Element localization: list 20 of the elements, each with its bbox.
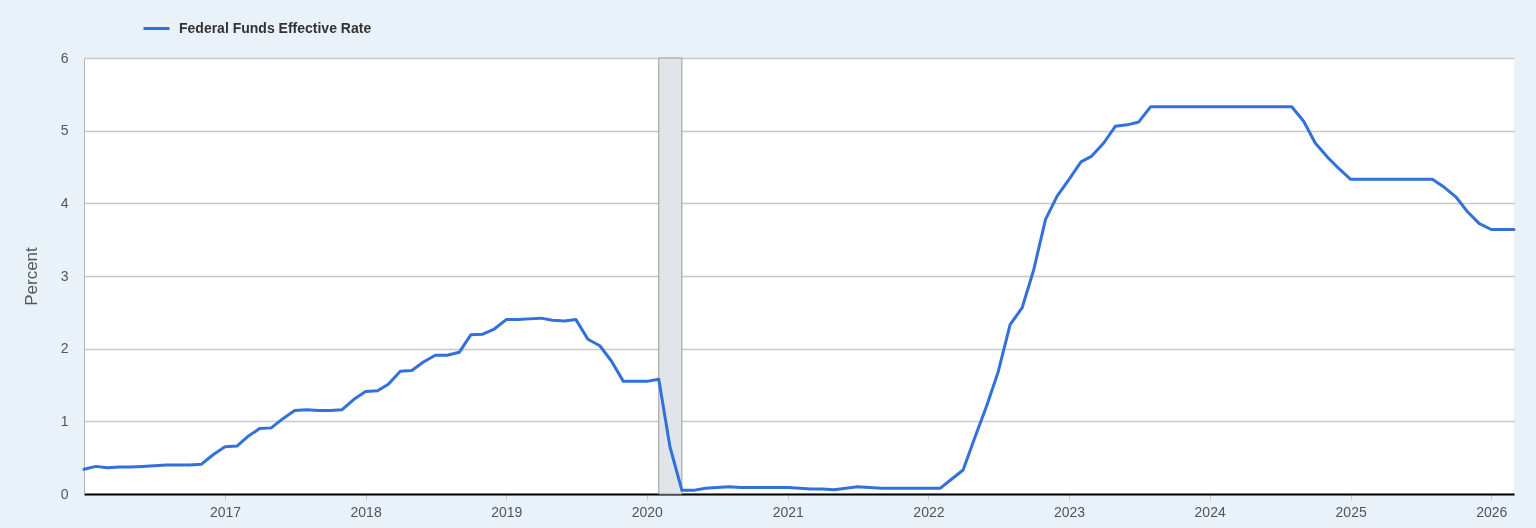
x-tick-label: 2023 (1053, 503, 1086, 520)
y-tick-label: 4 (60, 194, 69, 211)
line-series (82, 105, 1516, 492)
y-tick-label: 6 (60, 49, 69, 66)
y-tick-label: 0 (60, 485, 69, 502)
legend-label: Federal Funds Effective Rate (179, 19, 372, 36)
y-axis-title: Percent (21, 246, 41, 306)
x-tick-label: 2025 (1335, 503, 1367, 520)
x-tick-label: 2020 (631, 503, 664, 520)
y-tick-label: 2 (60, 340, 69, 357)
y-tick-label: 5 (60, 122, 69, 139)
x-tick-label: 2017 (209, 503, 242, 520)
x-tick-label: 2019 (491, 503, 523, 520)
y-tick-label: 3 (60, 267, 69, 284)
x-tick-label: 2018 (350, 503, 382, 520)
x-tick-label: 2021 (772, 503, 805, 520)
x-tick-label: 2024 (1194, 503, 1226, 520)
x-tick-label: 2022 (913, 503, 945, 520)
x-tick-label: 2026 (1476, 503, 1508, 520)
y-tick-label: 1 (60, 412, 69, 429)
